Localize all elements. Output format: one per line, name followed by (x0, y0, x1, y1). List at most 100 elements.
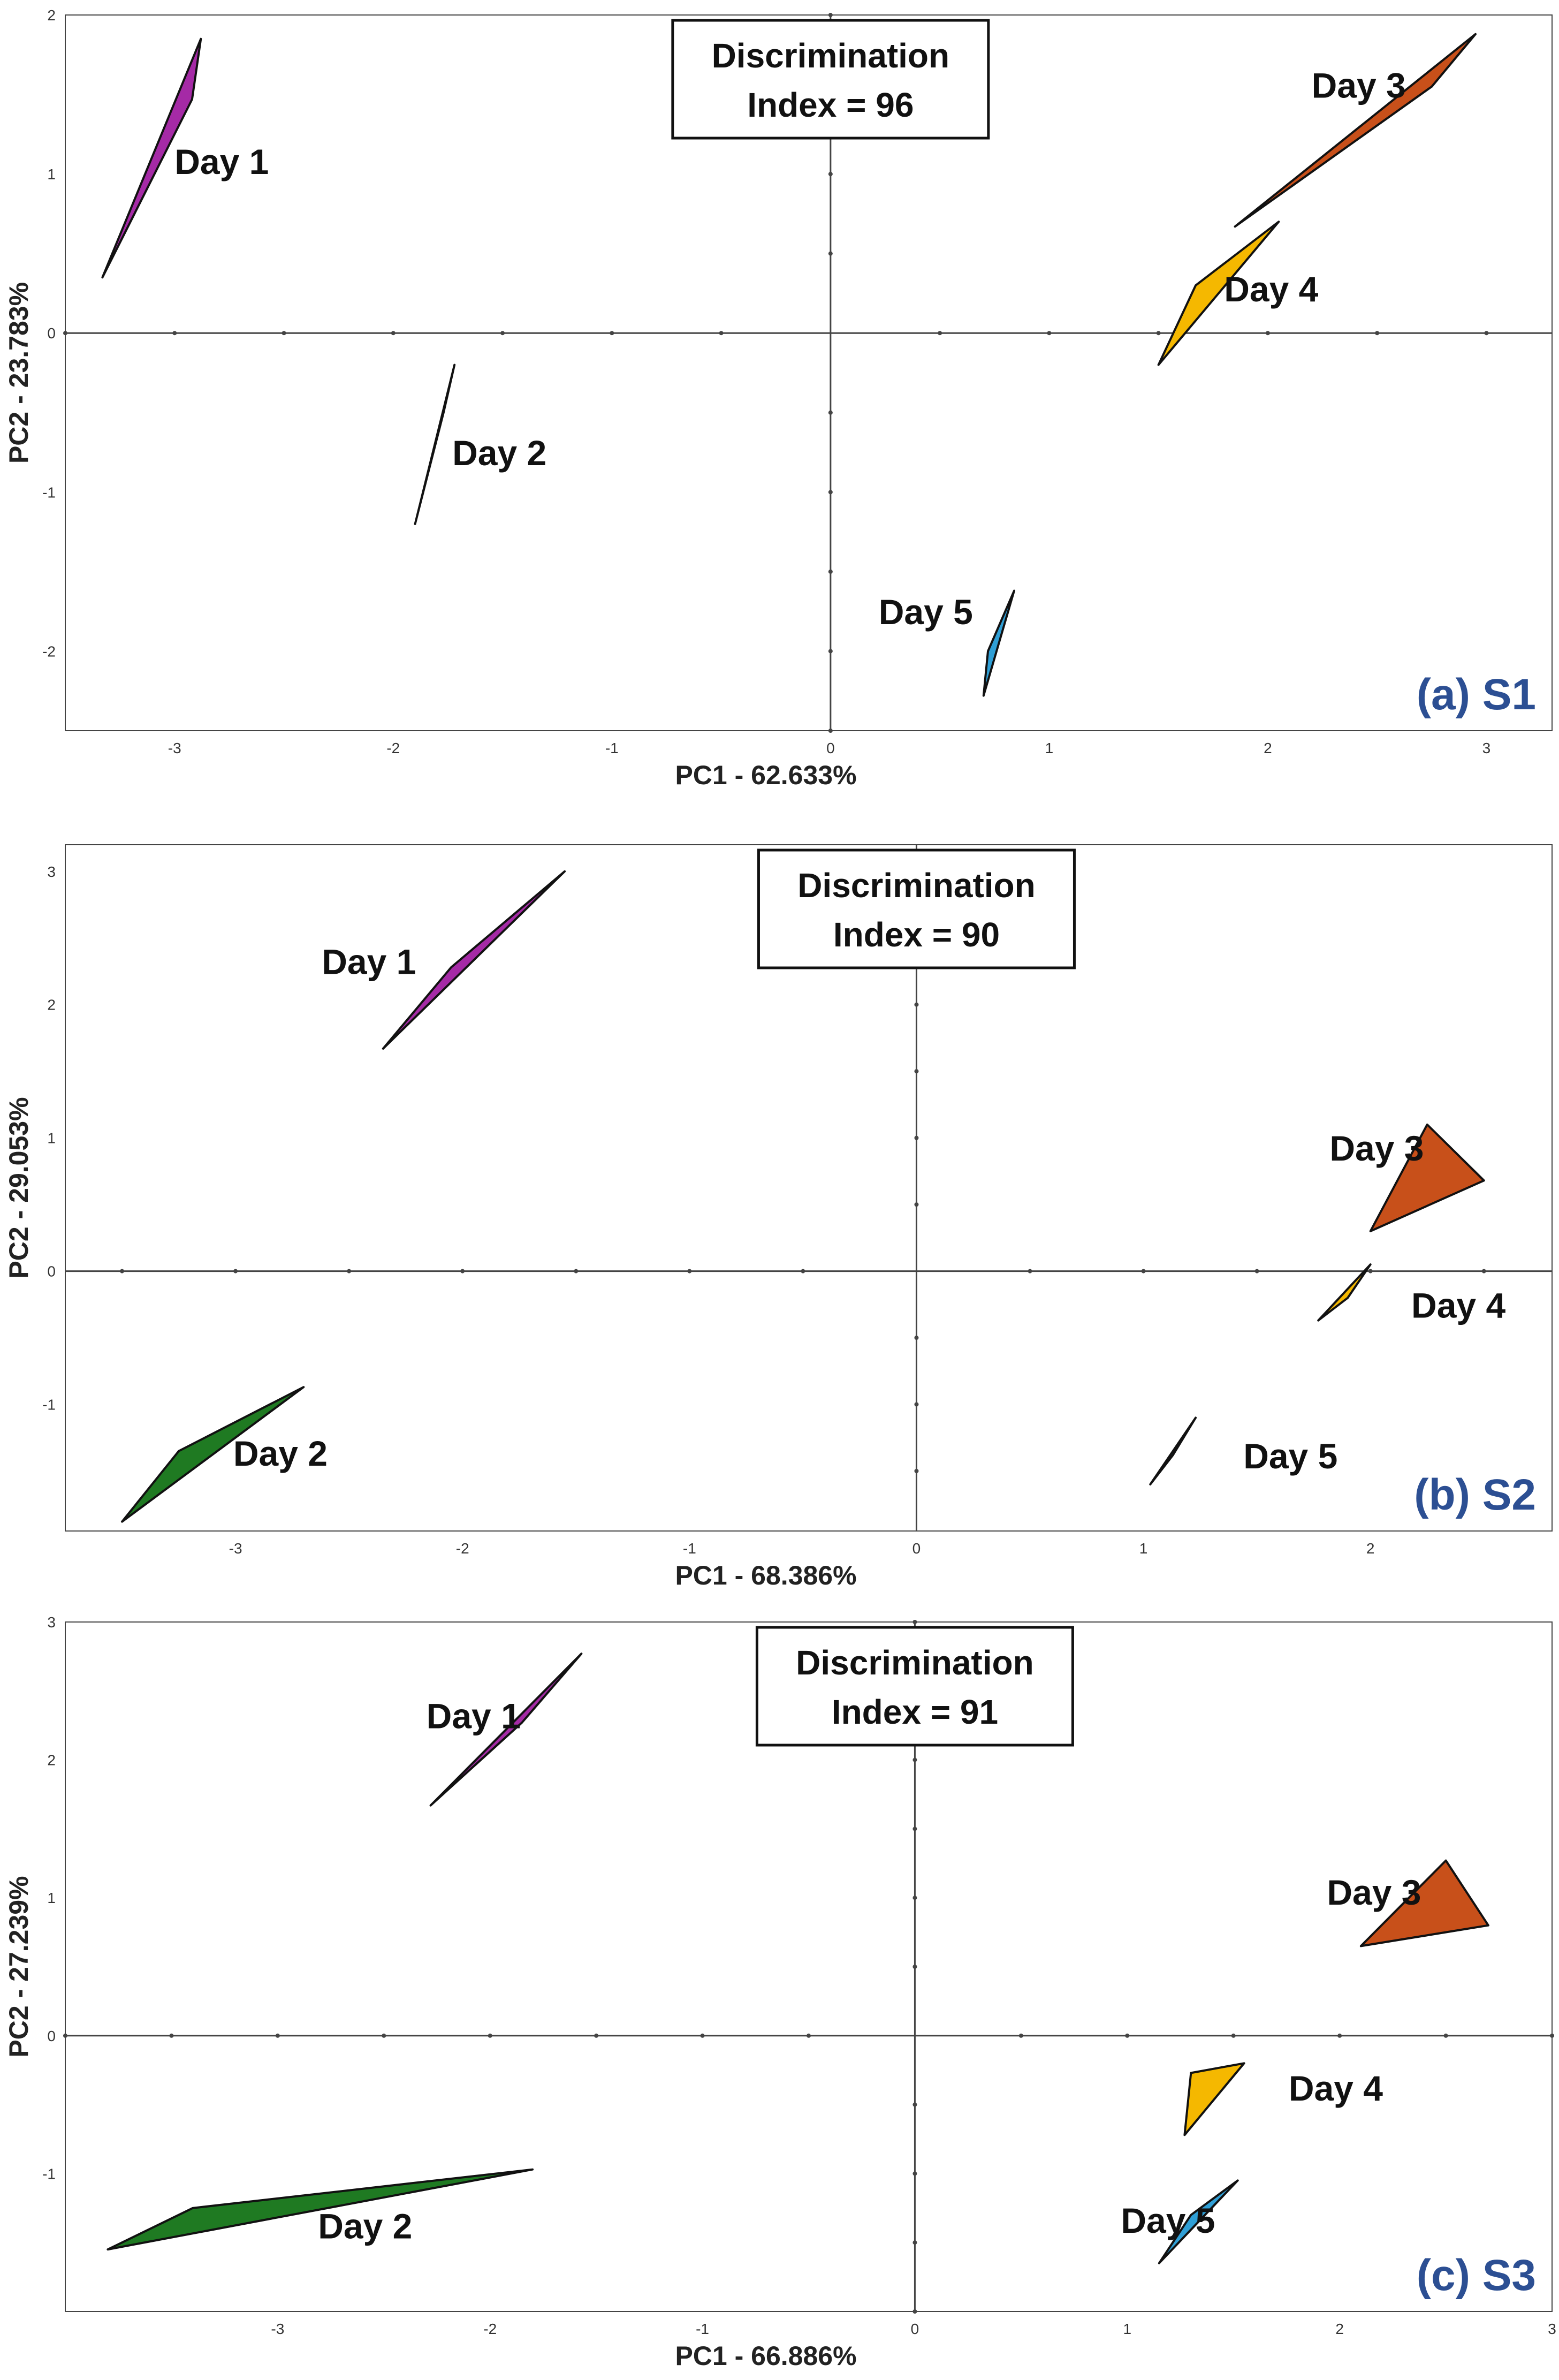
axis-tick-mark (1484, 331, 1489, 336)
series-label-day-5: Day 5 (879, 592, 973, 632)
axis-tick-mark (912, 1965, 917, 1969)
axis-tick-mark (801, 1269, 805, 1274)
series-hull-day-5 (1149, 1416, 1197, 1485)
axis-tick-mark (460, 1269, 465, 1274)
axis-tick-mark (828, 251, 833, 256)
x-tick-label: -2 (456, 1540, 469, 1557)
axis-tick-mark (912, 2102, 917, 2107)
y-tick-label: -1 (42, 2165, 56, 2182)
axis-tick-mark (63, 2033, 67, 2038)
series-label-day-1: Day 1 (322, 942, 416, 981)
series-hull-day-3 (1234, 33, 1477, 228)
x-tick-label: -2 (483, 2321, 497, 2337)
axis-tick-mark (938, 331, 942, 336)
axis-tick-mark (912, 2240, 917, 2245)
axis-tick-mark (828, 13, 833, 17)
series-label-day-2: Day 2 (233, 1434, 328, 1473)
axis-tick-mark (1231, 2033, 1236, 2038)
axis-tick-mark (719, 331, 724, 336)
panel-c-s3: -3 -2 -1 0 1 2 3 -1 0 1 2 3 PC1 - 66.886% PC2 - 27.23… (4, 1614, 1556, 2371)
discrimination-index-line2: Index = 90 (833, 915, 1000, 954)
series-hull-day-4 (1183, 2062, 1245, 2136)
x-tick-label: 3 (1548, 2321, 1556, 2337)
panel-b-s2: -3 -2 -1 0 1 2 -1 0 1 2 3 PC1 - 68.386% PC2 - 29.053… (4, 844, 1553, 1590)
axis-tick-mark (828, 410, 833, 415)
axis-tick-mark (1337, 2033, 1342, 2038)
series-label-day-3: Day 3 (1312, 65, 1406, 105)
axis-tick-mark (914, 1002, 919, 1007)
x-tick-label: 2 (1264, 740, 1272, 756)
x-tick-label: 1 (1123, 2321, 1131, 2337)
axis-tick-mark (1443, 2033, 1448, 2038)
axis-tick-mark (912, 1826, 917, 1831)
y-axis-title: PC2 - 27.239% (4, 1876, 34, 2057)
axis-tick-mark (912, 1896, 917, 1900)
axis-tick-mark (1368, 1269, 1373, 1274)
discrimination-index-line2: Index = 96 (747, 86, 914, 124)
axis-tick-mark (391, 331, 396, 336)
panel-a-s1: -3 -2 -1 0 1 2 3 -2 -1 0 1 2 PC1 - 62.633% PC2 - 23.7… (4, 7, 1553, 790)
y-tick-label: -2 (42, 643, 56, 660)
series-hull-day-1 (429, 1653, 583, 1807)
axis-tick-mark (1375, 331, 1380, 336)
y-tick-label: 2 (47, 1752, 56, 1769)
axis-tick-mark (828, 569, 833, 574)
plot-frame (65, 1621, 1553, 2312)
series-label-day-1: Day 1 (427, 1696, 521, 1735)
axis-tick-mark (574, 1269, 579, 1274)
axis-tick-mark (382, 2033, 386, 2038)
y-tick-label: 2 (47, 997, 56, 1013)
y-tick-label: 0 (47, 1263, 56, 1280)
y-tick-label: 1 (47, 1890, 56, 1906)
plot-frame (65, 844, 1553, 1532)
axis-tick-mark (1265, 331, 1270, 336)
axis-tick-mark (63, 331, 67, 336)
axis-tick-mark (807, 2033, 811, 2038)
discrimination-index-line2: Index = 91 (832, 1693, 998, 1731)
axis-tick-mark (1047, 331, 1052, 336)
axis-tick-mark (828, 490, 833, 495)
x-tick-label: 0 (911, 2321, 919, 2337)
axis-tick-mark (1254, 1269, 1259, 1274)
series-label-day-2: Day 2 (452, 433, 546, 473)
axis-tick-mark (347, 1269, 352, 1274)
series-hull-day-3 (1359, 1859, 1489, 1947)
axis-tick-mark (912, 1757, 917, 1762)
x-tick-label: -1 (605, 740, 619, 756)
series-hull-day-2 (107, 2168, 534, 2251)
series-label-day-2: Day 2 (318, 2206, 412, 2246)
axis-tick-mark (912, 2171, 917, 2176)
axis-tick-mark (500, 331, 505, 336)
panel-label: (c) S3 (1417, 2251, 1536, 2300)
axis-tick-mark (594, 2033, 599, 2038)
series-label-day-4: Day 4 (1289, 2068, 1383, 2108)
axis-tick-mark (1018, 2033, 1023, 2038)
axis-tick-mark (1550, 2033, 1554, 2038)
axis-tick-mark (914, 1336, 919, 1340)
y-tick-label: 0 (47, 2028, 56, 2044)
axis-tick-mark (914, 1135, 919, 1140)
y-tick-label: 2 (47, 7, 56, 24)
x-tick-label: -1 (683, 1540, 696, 1557)
y-tick-label: -1 (42, 1397, 56, 1413)
series-label-day-4: Day 4 (1411, 1286, 1505, 1325)
axis-tick-mark (610, 331, 614, 336)
panel-label: (a) S1 (1417, 670, 1536, 719)
axis-tick-mark (1156, 331, 1161, 336)
series-hull-day-2 (121, 1386, 305, 1523)
x-axis-title: PC1 - 68.386% (675, 1560, 856, 1590)
axis-tick-mark (275, 2033, 280, 2038)
series-label-day-3: Day 3 (1327, 1873, 1421, 1912)
series-hull-day-3 (1369, 1123, 1485, 1232)
x-tick-label: 0 (912, 1540, 921, 1557)
y-tick-label: 3 (47, 1614, 56, 1631)
series-label-day-1: Day 1 (174, 142, 269, 181)
series-label-day-3: Day 3 (1329, 1128, 1424, 1168)
discrimination-index-line1: Discrimination (797, 866, 1036, 905)
x-tick-label: 1 (1045, 740, 1054, 756)
discrimination-index-box (755, 1626, 1074, 1747)
axis-tick-mark (912, 1620, 917, 1624)
series-hull-day-2 (414, 363, 456, 525)
